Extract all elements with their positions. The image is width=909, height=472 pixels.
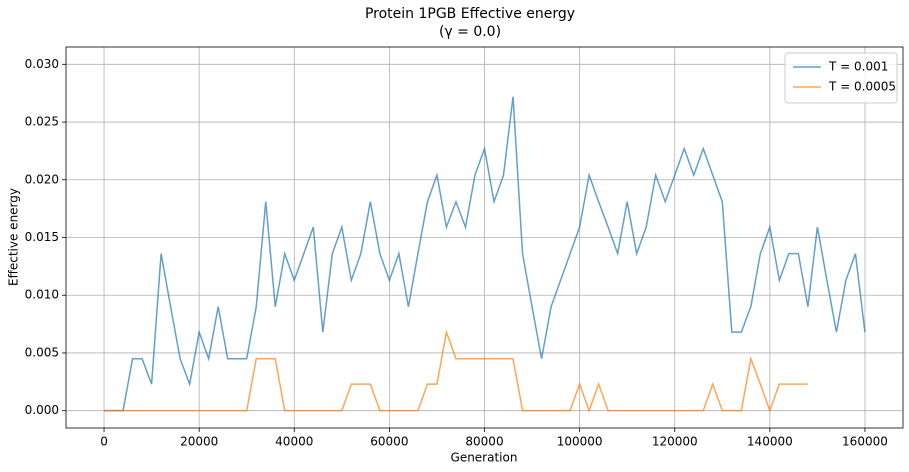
x-tick-label: 60000 (370, 435, 408, 449)
x-tick-label: 40000 (275, 435, 313, 449)
legend-box (784, 52, 898, 104)
x-axis-label: Generation (451, 451, 518, 465)
chart-subtitle: (γ = 0.0) (439, 24, 501, 40)
y-tick-label: 0.005 (25, 345, 59, 359)
y-tick-label: 0.000 (25, 403, 59, 417)
x-tick-label: 20000 (180, 435, 218, 449)
x-tick-label: 100000 (557, 435, 603, 449)
x-tick-label: 0 (100, 435, 108, 449)
y-tick-label: 0.030 (25, 57, 59, 71)
y-axis-label: Effective energy (7, 188, 21, 286)
x-tick-label: 120000 (652, 435, 698, 449)
plot-frame (65, 46, 904, 429)
legend: T = 0.001 T = 0.0005 (784, 52, 898, 104)
y-tick-label: 0.020 (25, 172, 59, 186)
legend-label: T = 0.001 (828, 60, 888, 74)
y-tick-label: 0.015 (25, 230, 59, 244)
y-tick-label: 0.025 (25, 115, 59, 129)
chart-title: Protein 1PGB Effective energy (365, 6, 575, 22)
y-tick-label: 0.010 (25, 288, 59, 302)
data-line (104, 96, 866, 412)
x-tick-label: 140000 (747, 435, 793, 449)
data-line (104, 329, 808, 413)
legend-label: T = 0.0005 (828, 80, 896, 94)
x-tick-label: 80000 (465, 435, 503, 449)
x-tick-label: 160000 (842, 435, 888, 449)
